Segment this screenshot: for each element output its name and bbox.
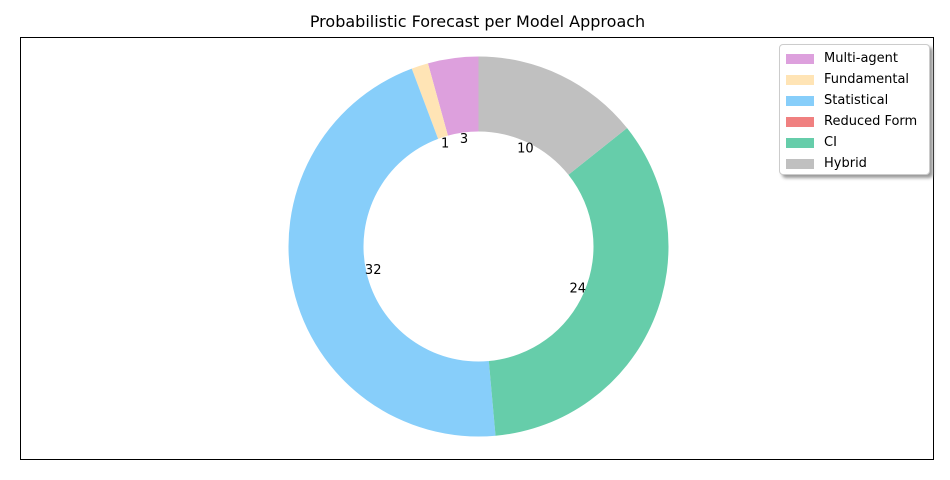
legend-item-hybrid: Hybrid bbox=[786, 153, 929, 174]
donut-slices bbox=[288, 56, 669, 437]
slice-labels: 31 32 24 10 bbox=[365, 132, 586, 296]
legend-swatch bbox=[786, 116, 814, 127]
slice-label-hybrid: 10 bbox=[517, 142, 534, 157]
slice-multi-agent bbox=[427, 56, 479, 136]
chart-legend: Multi-agent Fundamental Statistical Reduced… bbox=[779, 44, 930, 175]
legend-item-ci: CI bbox=[786, 132, 929, 153]
plot-area bbox=[20, 37, 934, 460]
legend-label: Hybrid bbox=[824, 156, 867, 171]
legend-item-reduced-form: Reduced Form bbox=[786, 111, 929, 132]
legend-label: Multi-agent bbox=[824, 51, 899, 66]
legend-item-statistical: Statistical bbox=[786, 90, 929, 111]
legend-item-multi-agent: Multi-agent bbox=[786, 48, 929, 69]
slice-ci bbox=[488, 128, 669, 436]
legend-label: Fundamental bbox=[824, 72, 910, 87]
legend-item-fundamental: Fundamental bbox=[786, 69, 929, 90]
slice-label-multi-agent: 3 bbox=[460, 132, 468, 147]
slice-label-fundamental: 1 bbox=[441, 136, 449, 151]
legend-swatch bbox=[786, 95, 814, 106]
slice-statistical bbox=[288, 68, 496, 437]
legend-swatch bbox=[786, 137, 814, 148]
legend-swatch bbox=[786, 53, 814, 64]
legend-label: Statistical bbox=[824, 93, 889, 108]
slice-label-statistical: 32 bbox=[365, 263, 382, 278]
chart-title: Probabilistic Forecast per Model Approac… bbox=[309, 12, 646, 31]
slice-label-ci: 24 bbox=[570, 281, 587, 296]
legend-label: Reduced Form bbox=[824, 114, 918, 129]
slice-hybrid bbox=[478, 56, 628, 175]
legend-label: CI bbox=[824, 135, 837, 150]
legend-swatch bbox=[786, 74, 814, 85]
slice-fundamental bbox=[411, 63, 448, 139]
legend-swatch bbox=[786, 158, 814, 169]
